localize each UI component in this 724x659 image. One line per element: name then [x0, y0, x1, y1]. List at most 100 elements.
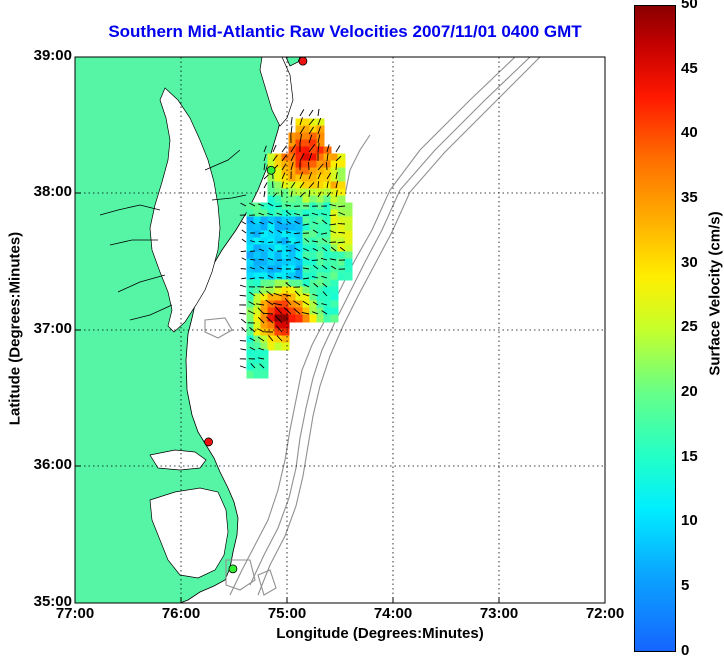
velocity-cell — [267, 195, 276, 204]
velocity-cell — [288, 251, 297, 260]
velocity-cell — [337, 181, 346, 190]
velocity-cell — [309, 223, 318, 232]
colorbar-tick: 45 — [681, 60, 698, 77]
velocity-cell — [253, 223, 262, 232]
velocity-cell — [302, 307, 311, 316]
velocity-cell — [309, 293, 318, 302]
velocity-vector — [312, 264, 319, 270]
velocity-vector — [302, 300, 310, 306]
velocity-cell — [323, 237, 332, 246]
velocity-cell — [253, 363, 262, 372]
velocity-vector — [257, 307, 265, 315]
velocity-cell — [302, 174, 311, 183]
velocity-cell — [323, 272, 332, 281]
velocity-cell — [295, 307, 304, 316]
velocity-cell — [309, 153, 318, 162]
velocity-cell — [316, 251, 325, 260]
velocity-vector — [273, 292, 283, 297]
velocity-cell — [295, 160, 304, 169]
velocity-cell — [344, 265, 353, 274]
velocity-cell — [253, 356, 262, 365]
velocity-vector — [322, 291, 328, 297]
velocity-vector — [299, 191, 306, 198]
velocity-cell — [295, 132, 304, 141]
velocity-vector — [281, 181, 284, 189]
velocity-vector — [322, 282, 328, 288]
velocity-cell — [246, 272, 255, 281]
velocity-vector — [239, 312, 247, 315]
velocity-cell — [253, 265, 262, 274]
velocity-cell — [281, 251, 290, 260]
velocity-cell — [337, 258, 346, 267]
velocity-cell — [246, 279, 255, 288]
velocity-cell — [344, 209, 353, 218]
colorbar — [634, 5, 676, 652]
velocity-vector — [299, 117, 303, 126]
velocity-cell — [288, 188, 297, 197]
velocity-vector — [241, 257, 247, 261]
velocity-vector — [308, 152, 313, 162]
colorbar-label: Surface Velocity (cm/s) — [706, 211, 724, 376]
velocity-vector — [257, 357, 265, 360]
velocity-vector — [258, 258, 265, 261]
velocity-vector — [304, 238, 310, 243]
velocity-cell — [302, 286, 311, 295]
velocity-cell — [267, 342, 276, 351]
x-tick-label: 75:00 — [267, 605, 307, 622]
velocity-cell — [281, 300, 290, 309]
velocity-cell — [302, 258, 311, 267]
velocity-cell — [267, 314, 276, 323]
velocity-cell — [302, 300, 311, 309]
velocity-vector — [259, 248, 265, 252]
velocity-cell — [281, 202, 290, 211]
velocity-vector — [335, 145, 341, 153]
tick-marks — [75, 192, 500, 603]
velocity-vector — [335, 180, 339, 189]
velocity-cell — [260, 216, 269, 225]
velocity-cell — [344, 272, 353, 281]
velocity-cell — [281, 237, 290, 246]
velocity-cell — [309, 314, 318, 323]
velocity-vector — [239, 284, 247, 288]
velocity-cell — [295, 279, 304, 288]
velocity-cell — [316, 202, 325, 211]
velocity-vector — [275, 306, 283, 315]
velocity-vector — [329, 230, 337, 234]
velocity-vector — [317, 126, 321, 135]
y-tick-label: 39:00 — [33, 47, 72, 64]
velocity-cell — [316, 244, 325, 253]
velocity-vector — [265, 316, 274, 324]
velocity-vector — [303, 256, 310, 261]
velocity-cell — [267, 307, 276, 316]
colorbar-tick: 10 — [681, 512, 698, 529]
velocity-cell — [309, 181, 318, 190]
velocity-cell — [288, 293, 297, 302]
velocity-vector — [281, 154, 288, 162]
velocity-vector — [320, 232, 328, 235]
velocity-cell — [323, 265, 332, 274]
velocity-cell — [267, 160, 276, 169]
velocity-cell — [337, 230, 346, 239]
velocity-vector — [308, 190, 311, 198]
velocity-cell — [260, 279, 269, 288]
velocity-vector — [312, 311, 319, 315]
velocity-cell — [344, 237, 353, 246]
velocity-cell — [316, 307, 325, 316]
velocity-vector — [241, 221, 247, 225]
velocity-cell — [281, 195, 290, 204]
velocity-cell — [323, 307, 332, 316]
velocity-vector — [335, 163, 338, 171]
velocity-vector — [263, 312, 274, 315]
station-marker — [266, 165, 276, 175]
velocity-vector — [263, 174, 269, 180]
velocity-cell — [253, 342, 262, 351]
velocity-vector — [326, 144, 330, 153]
velocity-vector — [330, 246, 337, 252]
velocity-vector — [258, 347, 265, 351]
velocity-cell — [302, 265, 311, 274]
velocity-vector — [330, 265, 337, 270]
velocity-cell — [330, 286, 339, 295]
velocity-cell — [260, 286, 269, 295]
velocity-cell — [267, 272, 276, 281]
velocity-vector — [290, 161, 294, 171]
